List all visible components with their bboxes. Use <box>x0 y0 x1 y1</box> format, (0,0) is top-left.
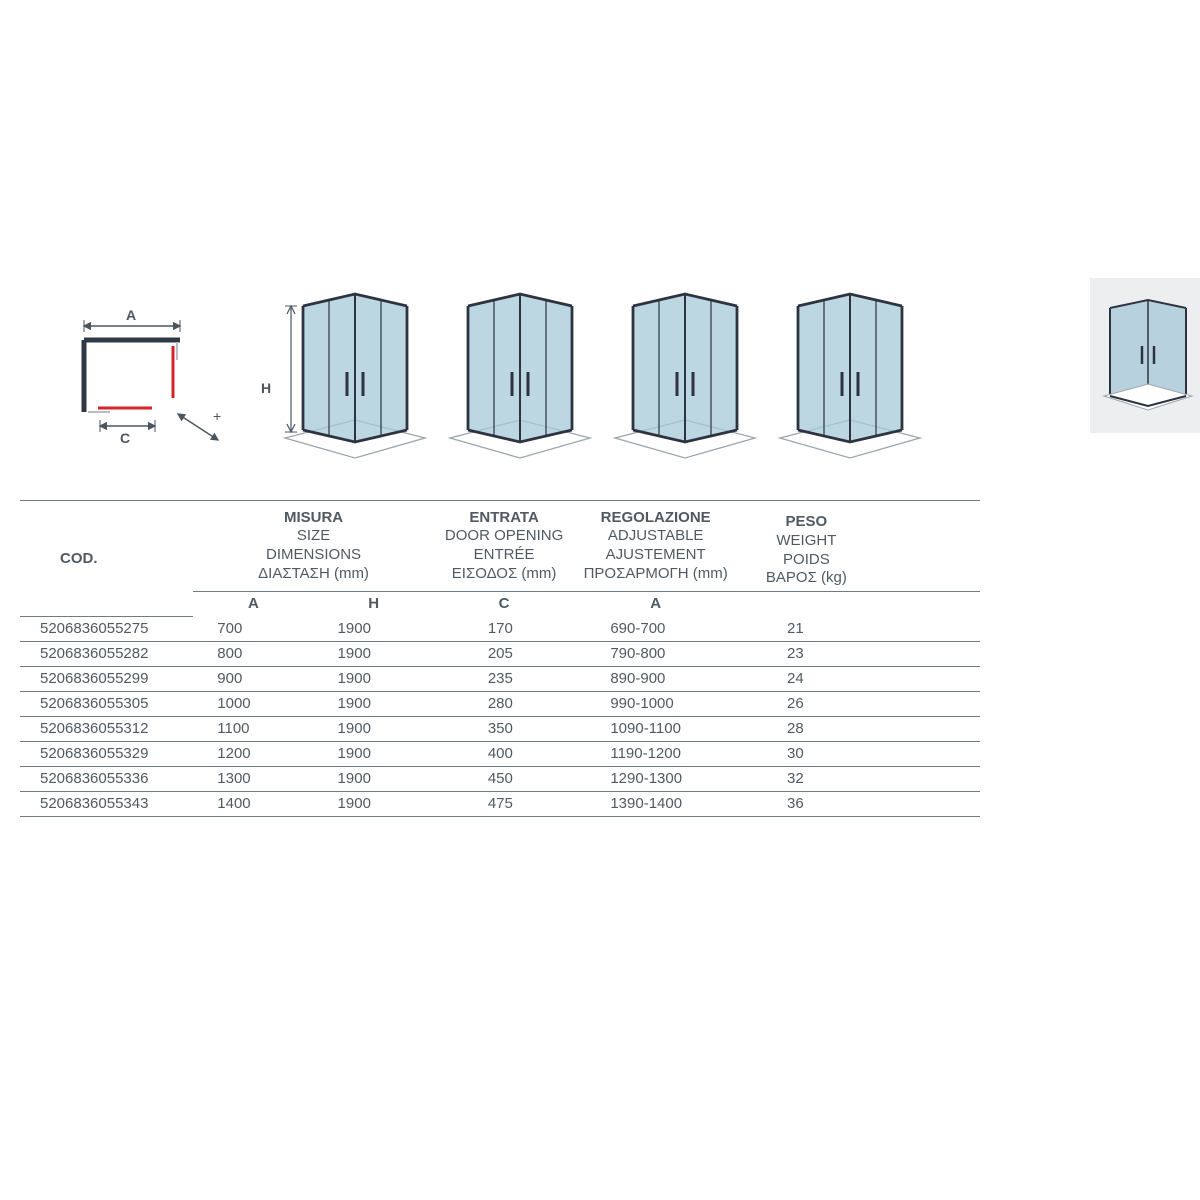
hdr-adjust: REGOLAZIONE ADJUSTABLE AJUSTEMENT ΠΡΟΣΑΡ… <box>574 501 737 592</box>
cell-adj: 1090-1100 <box>574 716 737 741</box>
cell-w: 26 <box>737 691 876 716</box>
product-thumbnail <box>1090 278 1200 433</box>
table-row: 5206836055343 1400 1900 475 1390-1400 36 <box>20 791 980 816</box>
schematic-label-a: A <box>126 307 136 323</box>
cell-cod: 5206836055329 <box>20 741 193 766</box>
cell-adj: 890-900 <box>574 666 737 691</box>
cell-c: 450 <box>434 766 575 791</box>
hdr-weight: PESO WEIGHT POIDS ΒΑΡΟΣ (kg) <box>737 501 876 592</box>
hdr-size: MISURA SIZE DIMENSIONS ΔΙΑΣΤΑΣΗ (mm) <box>193 501 434 592</box>
table-row: 5206836055275 700 1900 170 690-700 21 <box>20 616 980 641</box>
enclosure-view <box>770 280 930 480</box>
cell-cod: 5206836055312 <box>20 716 193 741</box>
cell-c: 350 <box>434 716 575 741</box>
cell-adj: 990-1000 <box>574 691 737 716</box>
cell-cod: 5206836055299 <box>20 666 193 691</box>
cell-a: 1200 <box>193 741 313 766</box>
cell-c: 400 <box>434 741 575 766</box>
cell-w: 36 <box>737 791 876 816</box>
enclosure-view <box>275 280 435 480</box>
hdr-entry: ENTRATA DOOR OPENING ENTRÉE ΕΙΣΟΔΟΣ (mm) <box>434 501 575 592</box>
cell-w: 24 <box>737 666 876 691</box>
table-row: 5206836055336 1300 1900 450 1290-1300 32 <box>20 766 980 791</box>
cell-w: 23 <box>737 641 876 666</box>
enclosure-view <box>440 280 600 480</box>
table-row: 5206836055329 1200 1900 400 1190-1200 30 <box>20 741 980 766</box>
cell-adj: 1190-1200 <box>574 741 737 766</box>
cell-a: 700 <box>193 616 313 641</box>
cell-adj: 790-800 <box>574 641 737 666</box>
cell-w: 32 <box>737 766 876 791</box>
table-row: 5206836055282 800 1900 205 790-800 23 <box>20 641 980 666</box>
sub-a2: A <box>574 592 737 617</box>
sub-c: C <box>434 592 575 617</box>
cell-cod: 5206836055282 <box>20 641 193 666</box>
cell-h: 1900 <box>314 766 434 791</box>
schematic-plus: + <box>213 408 221 424</box>
cell-a: 1100 <box>193 716 313 741</box>
cell-c: 475 <box>434 791 575 816</box>
cell-a: 1400 <box>193 791 313 816</box>
cell-w: 28 <box>737 716 876 741</box>
cell-adj: 1390-1400 <box>574 791 737 816</box>
enclosure-view <box>605 280 765 480</box>
cell-h: 1900 <box>314 791 434 816</box>
enclosure-label-h: H <box>261 380 271 396</box>
cell-cod: 5206836055336 <box>20 766 193 791</box>
sub-a: A <box>193 592 313 617</box>
cell-h: 1900 <box>314 666 434 691</box>
table-row: 5206836055305 1000 1900 280 990-1000 26 <box>20 691 980 716</box>
sub-h: H <box>314 592 434 617</box>
cell-c: 280 <box>434 691 575 716</box>
cell-h: 1900 <box>314 691 434 716</box>
cell-a: 1300 <box>193 766 313 791</box>
cell-adj: 690-700 <box>574 616 737 641</box>
table-row: 5206836055312 1100 1900 350 1090-1100 28 <box>20 716 980 741</box>
spec-table: COD. MISURA SIZE DIMENSIONS ΔΙΑΣΤΑΣΗ (mm… <box>20 500 980 817</box>
spec-table-wrap: COD. MISURA SIZE DIMENSIONS ΔΙΑΣΤΑΣΗ (mm… <box>20 500 980 817</box>
cell-c: 235 <box>434 666 575 691</box>
table-row: 5206836055299 900 1900 235 890-900 24 <box>20 666 980 691</box>
cell-a: 1000 <box>193 691 313 716</box>
cell-cod: 5206836055275 <box>20 616 193 641</box>
schematic-diagram: A C + <box>60 300 230 460</box>
cell-cod: 5206836055343 <box>20 791 193 816</box>
hdr-cod: COD. <box>20 501 193 617</box>
diagram-row: A C + <box>0 290 1200 490</box>
cell-h: 1900 <box>314 716 434 741</box>
cell-c: 170 <box>434 616 575 641</box>
page-canvas: A C + <box>0 0 1200 1200</box>
cell-c: 205 <box>434 641 575 666</box>
cell-h: 1900 <box>314 641 434 666</box>
cell-h: 1900 <box>314 741 434 766</box>
cell-cod: 5206836055305 <box>20 691 193 716</box>
spec-table-body: 5206836055275 700 1900 170 690-700 21 52… <box>20 616 980 816</box>
schematic-label-c: C <box>120 430 130 446</box>
cell-h: 1900 <box>314 616 434 641</box>
cell-a: 800 <box>193 641 313 666</box>
cell-a: 900 <box>193 666 313 691</box>
cell-adj: 1290-1300 <box>574 766 737 791</box>
cell-w: 21 <box>737 616 876 641</box>
cell-w: 30 <box>737 741 876 766</box>
